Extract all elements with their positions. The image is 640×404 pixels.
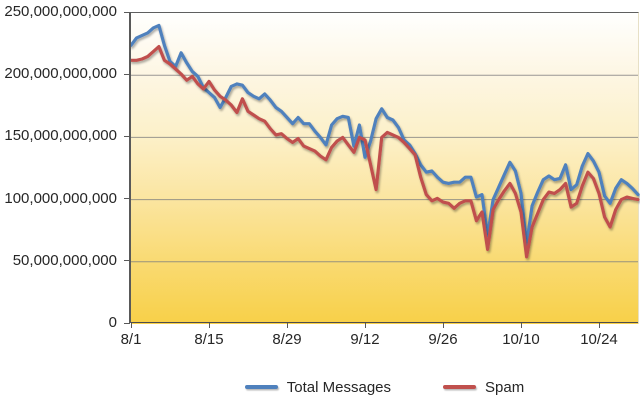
x-axis-line (131, 321, 638, 323)
legend-label-spam: Spam (485, 378, 525, 396)
y-axis-label: 250,000,000,000 (4, 3, 117, 20)
x-axis-tick (208, 323, 210, 328)
y-axis-label: 50,000,000,000 (12, 251, 117, 269)
spam-line (129, 44, 640, 259)
x-axis-tick-label: 9/12 (350, 331, 380, 348)
plot-area (129, 12, 640, 324)
x-axis-tick-label: 8/15 (194, 331, 224, 348)
x-axis-tick (364, 323, 366, 328)
y-axis-tick (124, 260, 130, 262)
spam-line-swatch (443, 385, 477, 389)
x-axis-tick-label: 8/29 (272, 331, 302, 348)
y-axis-label: 200,000,000,000 (4, 65, 117, 83)
legend-label-total-messages: Total Messages (286, 378, 392, 396)
x-axis-tick (598, 323, 600, 328)
y-axis-label: 100,000,000,000 (4, 189, 117, 207)
y-axis-label: 150,000,000,000 (4, 127, 117, 145)
total-messages-line-swatch (244, 385, 278, 389)
legend-item-total-messages: Total Messages (244, 378, 392, 396)
legend-item-spam: Spam (443, 379, 524, 396)
x-axis-tick (286, 323, 288, 328)
y-axis-tick (124, 198, 130, 200)
x-axis-tick-label: 10/10 (502, 331, 540, 348)
y-axis-label: 0 (108, 314, 117, 331)
y-axis-line (129, 12, 131, 323)
series-plot (129, 23, 640, 263)
total-messages-line (129, 23, 640, 246)
y-axis-tick (124, 322, 130, 324)
x-axis-tick-label: 9/26 (428, 331, 458, 348)
x-axis-tick (130, 323, 132, 328)
y-axis-tick (124, 11, 130, 13)
legend: Total Messages Spam (131, 375, 638, 399)
y-axis-tick (124, 73, 130, 75)
x-axis-tick-label: 8/1 (120, 331, 142, 348)
x-axis-tick-label: 10/24 (580, 331, 618, 348)
y-axis-tick (124, 135, 130, 137)
x-axis-tick (442, 323, 444, 328)
x-axis-tick (520, 323, 522, 328)
